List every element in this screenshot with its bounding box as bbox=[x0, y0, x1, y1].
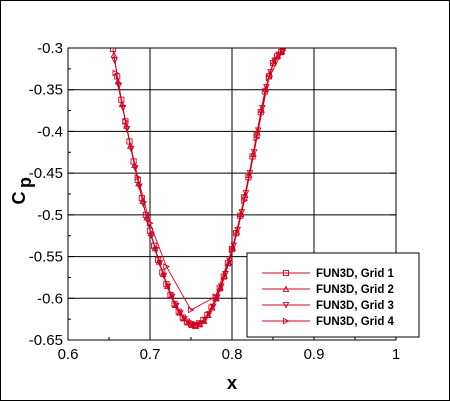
legend-marker bbox=[282, 269, 290, 277]
y-tick-label: -0.3 bbox=[37, 40, 63, 57]
data-point bbox=[168, 293, 176, 301]
data-point bbox=[265, 74, 273, 82]
data-point bbox=[241, 197, 248, 205]
data-point bbox=[172, 302, 180, 310]
data-point bbox=[259, 105, 266, 112]
data-point bbox=[275, 51, 283, 59]
data-point bbox=[112, 69, 120, 77]
legend-marker bbox=[282, 317, 290, 325]
data-point bbox=[123, 125, 131, 133]
y-tick-label: -0.55 bbox=[29, 249, 63, 266]
y-axis-label: C bbox=[9, 192, 29, 205]
series-line bbox=[115, 50, 284, 311]
legend-label: FUN3D, Grid 3 bbox=[316, 300, 394, 312]
y-tick-label: -0.6 bbox=[37, 290, 63, 307]
data-point bbox=[115, 82, 123, 90]
data-point bbox=[119, 105, 127, 112]
x-tick-label: 0.8 bbox=[222, 346, 243, 363]
data-point bbox=[218, 283, 225, 291]
data-point bbox=[201, 316, 209, 324]
data-point bbox=[111, 57, 119, 65]
legend-box bbox=[246, 252, 420, 338]
data-point bbox=[110, 48, 117, 52]
data-point bbox=[122, 121, 130, 129]
x-tick-label: 1 bbox=[392, 346, 400, 363]
x-axis-label: x bbox=[227, 373, 237, 393]
data-point bbox=[279, 48, 287, 54]
data-point bbox=[179, 314, 186, 321]
data-point bbox=[126, 142, 134, 149]
legend-label: FUN3D, Grid 2 bbox=[316, 284, 394, 296]
legend-entry-2: FUN3D, Grid 2 bbox=[262, 284, 394, 296]
data-point bbox=[253, 134, 261, 142]
data-point bbox=[205, 311, 213, 318]
x-tick-label: 0.6 bbox=[58, 346, 79, 363]
data-point bbox=[212, 293, 220, 300]
data-point bbox=[134, 173, 142, 181]
data-point bbox=[175, 308, 182, 315]
y-tick-label: -0.35 bbox=[29, 82, 63, 99]
x-tick-label: 0.9 bbox=[304, 346, 325, 363]
data-point bbox=[197, 321, 205, 328]
series-layer bbox=[110, 48, 287, 330]
data-point bbox=[177, 310, 184, 317]
legend-entry-3: FUN3D, Grid 3 bbox=[262, 300, 394, 312]
data-point bbox=[110, 51, 118, 58]
y-axis-label-subscript: p bbox=[15, 177, 35, 188]
data-point bbox=[271, 57, 278, 65]
legend: FUN3D, Grid 1 FUN3D, Grid 2 FUN3D, Grid 3 F… bbox=[246, 252, 420, 338]
data-point bbox=[163, 263, 171, 270]
y-tick-label: -0.45 bbox=[29, 165, 63, 182]
y-tick-label: -0.65 bbox=[29, 332, 63, 349]
x-tick-label: 0.7 bbox=[140, 346, 161, 363]
data-point bbox=[152, 246, 160, 254]
y-axis-label-group: C p bbox=[9, 177, 35, 205]
data-point bbox=[148, 232, 155, 240]
legend-marker bbox=[282, 285, 290, 293]
legend-entry-4: FUN3D, Grid 4 bbox=[262, 316, 395, 328]
data-point bbox=[222, 271, 229, 278]
legend-entry-1: FUN3D, Grid 1 bbox=[262, 268, 395, 280]
data-point bbox=[144, 217, 151, 225]
data-point bbox=[160, 272, 168, 280]
data-point bbox=[187, 306, 195, 314]
y-tick-label: -0.5 bbox=[37, 207, 63, 224]
data-point bbox=[122, 118, 130, 125]
data-point bbox=[189, 322, 196, 330]
data-point bbox=[209, 303, 217, 311]
data-point bbox=[181, 316, 188, 323]
tick-labels: 0.6 0.7 0.8 0.9 1 -0.3 -0.35 -0.4 -0.45 -0.5 -0.55… bbox=[29, 40, 400, 363]
data-point bbox=[156, 260, 164, 267]
data-point bbox=[135, 179, 142, 187]
data-point bbox=[193, 322, 201, 330]
legend-marker bbox=[282, 301, 290, 309]
y-tick-label: -0.4 bbox=[37, 123, 63, 140]
data-point bbox=[228, 246, 236, 254]
series-4 bbox=[112, 48, 287, 314]
legend-label: FUN3D, Grid 1 bbox=[316, 268, 395, 280]
data-point bbox=[146, 219, 154, 227]
data-point bbox=[131, 161, 138, 168]
legend-label: FUN3D, Grid 4 bbox=[316, 316, 395, 328]
data-point bbox=[164, 283, 172, 291]
data-point bbox=[263, 84, 270, 91]
